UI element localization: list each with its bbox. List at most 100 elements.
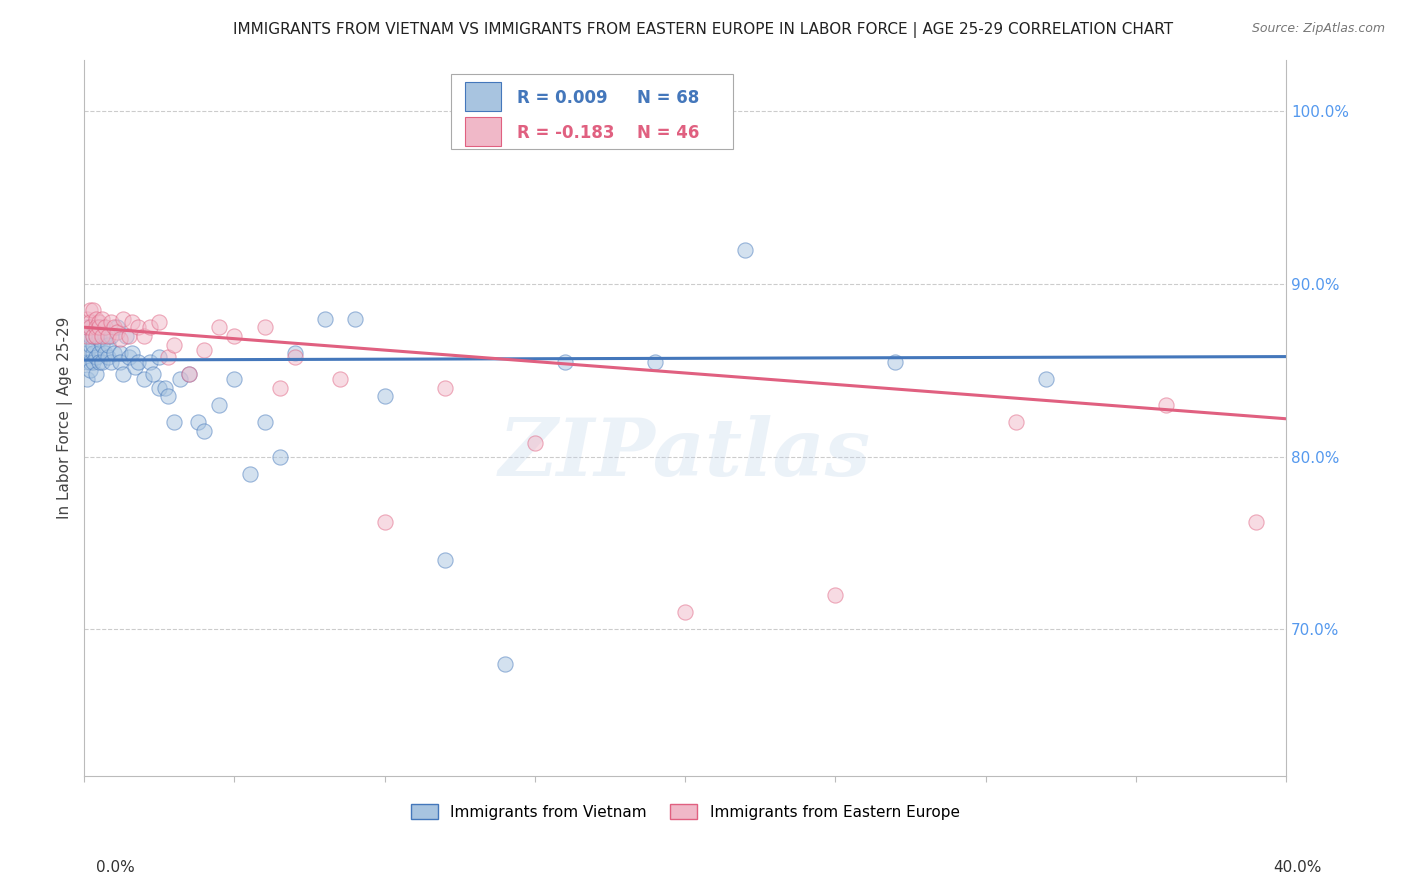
Point: [89, 355, 111, 369]
Point: [157, 350, 180, 364]
FancyBboxPatch shape: [451, 74, 733, 149]
Point: [208, 320, 231, 334]
Point: [433, 381, 456, 395]
Point: [1004, 415, 1026, 429]
Point: [644, 355, 666, 369]
Point: [79, 337, 101, 351]
Point: [155, 381, 177, 395]
Point: [163, 337, 186, 351]
Point: [76, 355, 98, 369]
Point: [76, 320, 98, 334]
Point: [884, 355, 907, 369]
FancyBboxPatch shape: [465, 117, 502, 145]
Point: [269, 381, 291, 395]
Point: [76, 346, 98, 360]
Text: IMMIGRANTS FROM VIETNAM VS IMMIGRANTS FROM EASTERN EUROPE IN LABOR FORCE | AGE 2: IMMIGRANTS FROM VIETNAM VS IMMIGRANTS FR…: [233, 22, 1173, 38]
Point: [179, 367, 201, 381]
Point: [100, 315, 122, 329]
Point: [193, 343, 215, 357]
Point: [179, 367, 201, 381]
Text: ZIPatlas: ZIPatlas: [499, 415, 872, 492]
Point: [79, 320, 101, 334]
Point: [79, 315, 101, 329]
Point: [115, 329, 138, 343]
Point: [91, 355, 114, 369]
Point: [100, 355, 122, 369]
Legend: Immigrants from Vietnam, Immigrants from Eastern Europe: Immigrants from Vietnam, Immigrants from…: [405, 797, 966, 826]
Point: [82, 329, 104, 343]
Point: [118, 350, 141, 364]
Point: [84, 320, 107, 334]
Point: [91, 337, 114, 351]
Point: [169, 372, 191, 386]
Point: [824, 588, 846, 602]
Point: [148, 350, 170, 364]
Point: [105, 326, 128, 340]
Point: [79, 329, 101, 343]
Point: [79, 363, 101, 377]
Point: [224, 372, 246, 386]
Point: [134, 372, 156, 386]
Point: [76, 329, 98, 343]
Point: [127, 320, 149, 334]
Point: [76, 320, 98, 334]
Point: [187, 415, 209, 429]
Point: [79, 320, 101, 334]
Text: N = 68: N = 68: [637, 89, 699, 107]
Point: [127, 355, 149, 369]
Point: [284, 346, 307, 360]
Point: [1035, 372, 1057, 386]
Text: R = -0.183: R = -0.183: [517, 124, 614, 142]
Point: [97, 350, 120, 364]
Point: [82, 302, 104, 317]
Point: [433, 553, 456, 567]
Point: [1244, 516, 1267, 530]
Point: [82, 329, 104, 343]
Point: [89, 332, 111, 346]
Point: [374, 516, 396, 530]
Point: [84, 367, 107, 381]
Point: [124, 359, 146, 374]
Point: [110, 355, 132, 369]
Point: [84, 329, 107, 343]
Point: [494, 657, 516, 671]
Point: [91, 329, 114, 343]
Point: [523, 436, 546, 450]
Point: [112, 311, 135, 326]
Y-axis label: In Labor Force | Age 25-29: In Labor Force | Age 25-29: [58, 317, 73, 519]
Point: [82, 355, 104, 369]
Point: [76, 311, 98, 326]
Point: [139, 320, 162, 334]
Point: [208, 398, 231, 412]
Point: [89, 320, 111, 334]
Point: [112, 367, 135, 381]
Point: [82, 346, 104, 360]
Point: [134, 329, 156, 343]
Point: [89, 346, 111, 360]
Point: [94, 346, 117, 360]
Point: [100, 329, 122, 343]
Point: [284, 350, 307, 364]
Point: [269, 450, 291, 464]
Point: [121, 346, 143, 360]
Point: [148, 381, 170, 395]
Point: [91, 311, 114, 326]
Point: [84, 350, 107, 364]
Point: [142, 367, 165, 381]
Point: [157, 389, 180, 403]
Point: [110, 346, 132, 360]
Point: [1154, 398, 1177, 412]
Point: [148, 315, 170, 329]
Point: [84, 320, 107, 334]
Point: [374, 389, 396, 403]
Point: [103, 320, 125, 334]
Text: R = 0.009: R = 0.009: [517, 89, 607, 107]
Point: [105, 320, 128, 334]
Point: [734, 243, 756, 257]
Text: Source: ZipAtlas.com: Source: ZipAtlas.com: [1251, 22, 1385, 36]
Point: [343, 311, 366, 326]
Text: 0.0%: 0.0%: [96, 860, 135, 874]
Point: [97, 329, 120, 343]
Point: [193, 424, 215, 438]
Point: [118, 329, 141, 343]
